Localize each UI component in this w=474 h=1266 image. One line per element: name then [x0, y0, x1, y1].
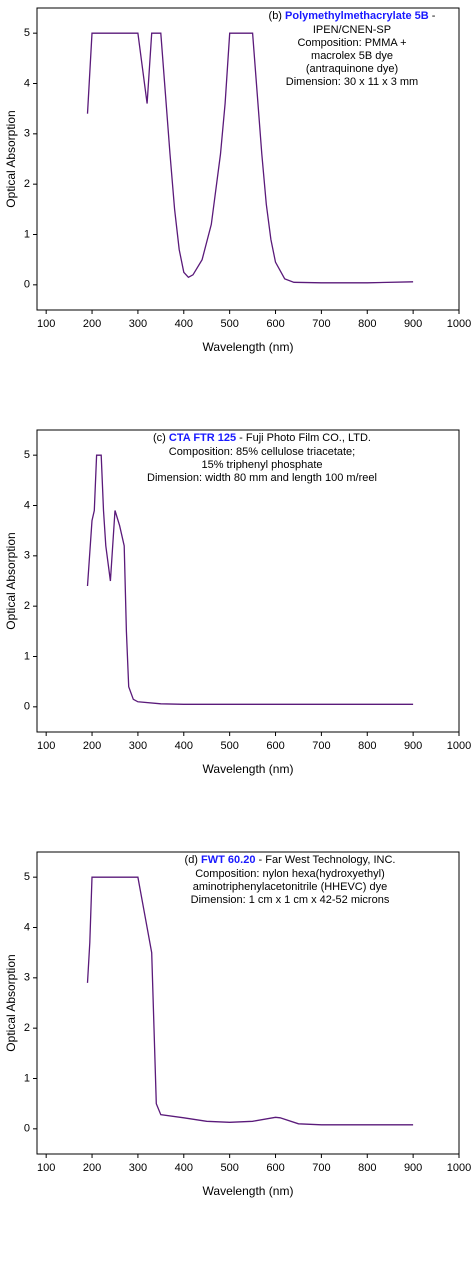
x-tick-label: 600: [266, 1162, 284, 1174]
annotation-line: macrolex 5B dye: [311, 50, 393, 62]
x-tick-label: 1000: [447, 1162, 471, 1174]
x-tick-label: 900: [404, 740, 422, 752]
annotation-label: (d): [185, 854, 198, 866]
annotation-line: IPEN/CNEN-SP: [313, 24, 391, 36]
y-tick-label: 3: [24, 972, 30, 984]
x-tick-label: 700: [312, 740, 330, 752]
x-tick-label: 600: [266, 318, 284, 330]
x-tick-label: 800: [358, 740, 376, 752]
y-tick-label: 4: [24, 499, 30, 511]
y-tick-label: 1: [24, 650, 30, 662]
y-tick-label: 1: [24, 1072, 30, 1084]
annotation-label: (c): [153, 432, 166, 444]
x-tick-label: 400: [175, 1162, 193, 1174]
annotation-line: (antraquinone dye): [306, 63, 398, 75]
x-tick-label: 1000: [447, 318, 471, 330]
data-line: [86, 32, 414, 284]
annotation-line: Dimension: width 80 mm and length 100 m/…: [147, 472, 377, 484]
y-axis-label: Optical Absorption: [4, 532, 18, 629]
x-tick-label: 400: [175, 740, 193, 752]
x-tick-label: 200: [83, 318, 101, 330]
x-tick-label: 200: [83, 1162, 101, 1174]
y-tick-label: 2: [24, 600, 30, 612]
y-tick-label: 5: [24, 449, 30, 461]
annotation-name: CTA FTR 125: [169, 432, 236, 444]
y-tick-label: 0: [24, 701, 30, 713]
y-tick-label: 5: [24, 27, 30, 39]
x-axis-label: Wavelength (nm): [203, 340, 294, 354]
annotation-line: Dimension: 1 cm x 1 cm x 42-52 microns: [191, 894, 390, 906]
y-tick-label: 3: [24, 550, 30, 562]
annotation-title: (b) Polymethylmethacrylate 5B -: [269, 10, 436, 22]
data-line: [86, 454, 414, 705]
y-tick-label: 4: [24, 921, 30, 933]
chart-panel: 100 200 300 400 500 600 700 800 900 1000 0 1 2 3 4 5 Wav…: [4, 851, 471, 1198]
annotation-line: Composition: PMMA +: [297, 37, 406, 49]
y-tick-label: 0: [24, 1123, 30, 1135]
x-axis-label: Wavelength (nm): [203, 762, 294, 776]
x-tick-label: 700: [312, 1162, 330, 1174]
annotation-suffix: - Far West Technology, INC.: [259, 854, 396, 866]
x-tick-label: 300: [129, 740, 147, 752]
chart-panel: 100 200 300 400 500 600 700 800 900 1000 0 1 2 3 4 5 Wav…: [4, 7, 471, 354]
x-tick-label: 100: [37, 740, 55, 752]
y-tick-label: 3: [24, 128, 30, 140]
x-axis-label: Wavelength (nm): [203, 1184, 294, 1198]
x-tick-label: 800: [358, 318, 376, 330]
y-tick-label: 5: [24, 871, 30, 883]
x-tick-label: 500: [220, 740, 238, 752]
x-tick-label: 1000: [447, 740, 471, 752]
x-tick-label: 600: [266, 740, 284, 752]
y-axis-label: Optical Absorption: [4, 954, 18, 1051]
annotation-suffix: -: [432, 10, 436, 22]
annotation-suffix: - Fuji Photo Film CO., LTD.: [239, 432, 371, 444]
annotation-line: aminotriphenylacetonitrile (HHEVC) dye: [193, 881, 387, 893]
plot-frame: [36, 851, 460, 1155]
x-tick-label: 900: [404, 318, 422, 330]
y-axis-label: Optical Absorption: [4, 110, 18, 207]
data-line: [86, 876, 414, 1126]
x-tick-label: 400: [175, 318, 193, 330]
y-tick-label: 2: [24, 1022, 30, 1034]
annotation-name: FWT 60.20: [201, 854, 255, 866]
annotation-title: (c) CTA FTR 125 - Fuji Photo Film CO., L…: [153, 432, 371, 444]
annotation-label: (b): [269, 10, 282, 22]
annotation-line: 15% triphenyl phosphate: [201, 459, 322, 471]
plot-frame: [36, 429, 460, 733]
annotation-line: Dimension: 30 x 11 x 3 mm: [286, 76, 418, 88]
annotation-title: (d) FWT 60.20 - Far West Technology, INC…: [185, 854, 396, 866]
annotation-line: Composition: nylon hexa(hydroxyethyl): [195, 868, 385, 880]
y-tick-label: 2: [24, 178, 30, 190]
plot-frame: [36, 7, 460, 311]
x-tick-label: 900: [404, 1162, 422, 1174]
x-tick-label: 300: [129, 1162, 147, 1174]
x-tick-label: 500: [220, 1162, 238, 1174]
x-tick-label: 700: [312, 318, 330, 330]
y-tick-label: 4: [24, 77, 30, 89]
annotation-line: Composition: 85% cellulose triacetate;: [169, 446, 355, 458]
x-tick-label: 800: [358, 1162, 376, 1174]
y-tick-label: 1: [24, 228, 30, 240]
x-tick-label: 500: [220, 318, 238, 330]
x-tick-label: 100: [37, 318, 55, 330]
annotation-name: Polymethylmethacrylate 5B: [285, 10, 429, 22]
x-tick-label: 200: [83, 740, 101, 752]
y-tick-label: 0: [24, 279, 30, 291]
x-tick-label: 100: [37, 1162, 55, 1174]
chart-panel: 100 200 300 400 500 600 700 800 900 1000 0 1 2 3 4 5 Wav…: [4, 429, 471, 776]
x-tick-label: 300: [129, 318, 147, 330]
